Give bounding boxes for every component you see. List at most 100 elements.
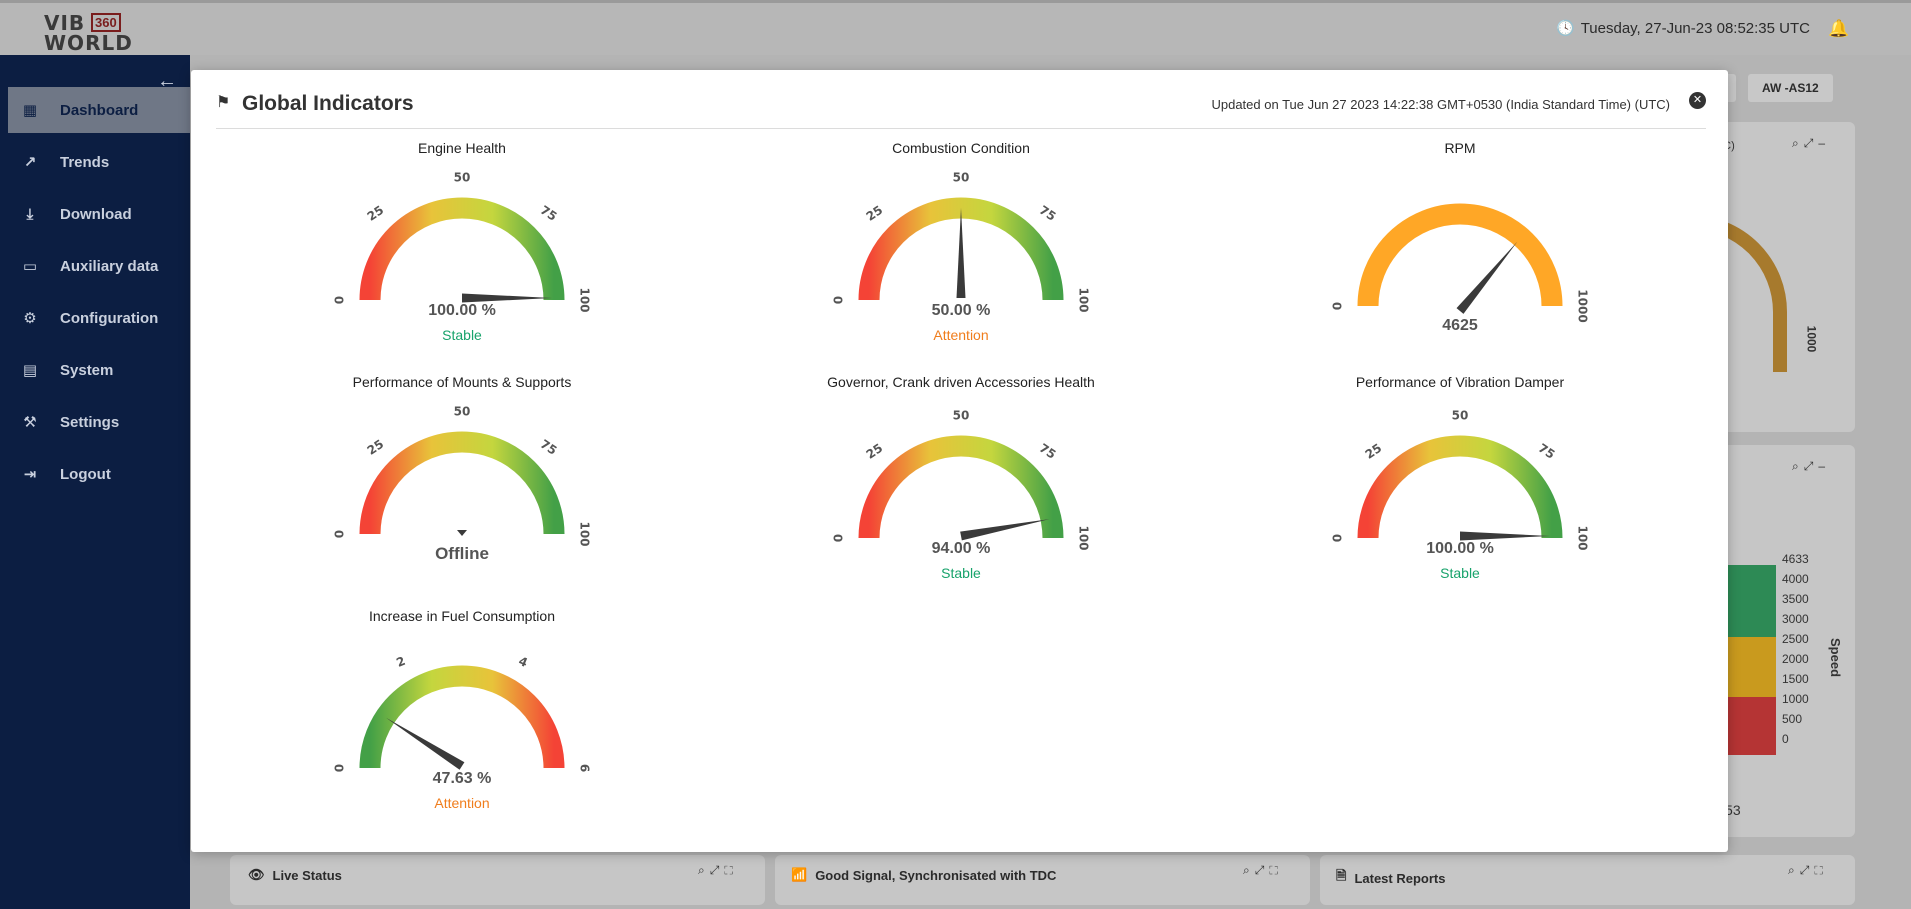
card-tools[interactable]: ⌕⤢⛶	[1243, 863, 1283, 877]
gauge-tick-label: 50	[1452, 409, 1469, 423]
document-icon: 🗎	[1336, 868, 1347, 883]
background-gauge-scale: 1000	[1804, 325, 1819, 353]
speed-axis-label: Speed	[1828, 637, 1844, 678]
sidebar-item-download[interactable]: ⤓ Download	[8, 191, 190, 237]
gauge-tick-label: 25	[365, 437, 387, 458]
sidebar-item-label: Dashboard	[60, 101, 139, 119]
gauge-needle	[457, 530, 467, 536]
sidebar-item-settings[interactable]: ⚒ Settings	[8, 399, 190, 445]
signal-icon: 📶	[791, 867, 808, 882]
gauge-performance-of-vibration-damper: Performance of Vibration Damper 0 25 50 75 10…	[1210, 374, 1710, 604]
sidebar-item-logout[interactable]: ⇥ Logout	[8, 451, 190, 497]
gear-icon: ⚙	[23, 310, 37, 327]
gauge-governor-crank-driven-accessories-health: Governor, Crank driven Accessories Healt…	[711, 374, 1211, 604]
speed-tick-label: 4633	[1782, 552, 1809, 566]
gauge-tick-label: 6	[578, 764, 592, 772]
live-status-title: 👁 Live Status	[248, 867, 342, 883]
gauge-tick-label: 0	[1331, 534, 1345, 542]
gauge-status: Attention	[933, 327, 989, 343]
sidebar-item-label: Download	[60, 205, 132, 223]
modal-title: Global Indicators	[242, 92, 414, 115]
gauge-arc	[858, 435, 1064, 539]
gauge-title: Governor, Crank driven Accessories Healt…	[827, 374, 1095, 390]
updated-timestamp: Updated on Tue Jun 27 2023 14:22:38 GMT+…	[1211, 97, 1670, 112]
system-icon: ▤	[22, 362, 38, 379]
background-card-latest-reports: 🗎 Latest Reports ⌕⤢⛶	[1320, 855, 1855, 905]
tools-icon: ⚒	[23, 414, 37, 431]
gauge-tick-label: 50	[953, 409, 970, 423]
gauge-tick-label: 50	[953, 171, 970, 185]
trends-icon: ↗	[23, 154, 37, 171]
dashboard-icon: ▦	[22, 102, 38, 119]
gauge-needle	[1456, 241, 1518, 314]
gauge-title: Engine Health	[418, 140, 506, 156]
gauge-value: 50.00 %	[931, 302, 991, 319]
gauge-title: Performance of Mounts & Supports	[352, 374, 572, 390]
gauge-tick-label: 75	[538, 437, 560, 458]
gauge-value: 94.00 %	[931, 540, 991, 557]
gauge-tick-label: 100	[578, 521, 592, 546]
logout-icon: ⇥	[23, 466, 37, 483]
gauge-tick-label: 4	[517, 654, 530, 670]
speed-tick-label: 3000	[1782, 612, 1809, 626]
gauge-tick-label: 25	[864, 203, 886, 224]
background-tab[interactable]: AW -AS12	[1748, 74, 1833, 102]
logo-text-bottom: WORLD	[44, 31, 133, 55]
gauge-value: 100.00 %	[1426, 540, 1494, 557]
gauge-tick-label: 1000	[1576, 289, 1590, 322]
clock-icon: 🕓	[1556, 20, 1575, 37]
sidebar-item-label: Configuration	[60, 309, 159, 327]
bell-icon[interactable]: 🔔	[1828, 19, 1850, 38]
background-card-live-status: 👁 Live Status ⌕⤢⛶	[230, 855, 765, 905]
gauge-tick-label: 0	[1331, 302, 1345, 310]
datetime-text: Tuesday, 27-Jun-23 08:52:35 UTC	[1580, 19, 1810, 37]
eye-icon: 👁	[248, 867, 265, 882]
sidebar-item-label: Settings	[60, 413, 120, 431]
gauge-tick-label: 25	[365, 203, 387, 224]
gauge-tick-label: 100	[1576, 525, 1590, 550]
collapse-sidebar-icon[interactable]: ←	[157, 70, 177, 92]
speed-tick-label: 2500	[1782, 632, 1809, 646]
gauge-dial: 0 25 50 75 100	[333, 405, 592, 547]
sidebar-item-configuration[interactable]: ⚙ Configuration	[8, 295, 190, 341]
close-icon[interactable]: ✕	[1689, 92, 1706, 109]
gauge-dial: 0 25 50 75 100	[832, 171, 1091, 313]
sidebar-item-dashboard[interactable]: ▦ Dashboard	[8, 87, 190, 133]
gauge-tick-label: 75	[1536, 441, 1558, 462]
gauge-tick-label: 100	[1077, 525, 1091, 550]
card-tools[interactable]: ⌕⤢⛶	[1788, 863, 1828, 877]
card-tools[interactable]: ⌕⤢⛶	[698, 863, 738, 877]
gauge-title: Increase in Fuel Consumption	[369, 608, 555, 624]
speed-tick-label: 1000	[1782, 692, 1809, 706]
gauge-increase-in-fuel-consumption: Increase in Fuel Consumption 0 2 4 6 47.63 % A…	[212, 608, 712, 838]
top-bar: VIB 360 WORLD 🕓 Tuesday, 27-Jun-23 08:52…	[0, 0, 1911, 55]
sidebar-item-auxiliary-data[interactable]: ▭ Auxiliary data	[8, 243, 190, 289]
gauge-status: Attention	[434, 795, 490, 811]
speed-tick-label: 0	[1782, 732, 1789, 746]
sidebar-item-trends[interactable]: ↗ Trends	[8, 139, 190, 185]
gauge-title: Combustion Condition	[892, 140, 1030, 156]
gauge-tick-label: 100	[578, 287, 592, 312]
gauge-arc	[1357, 203, 1563, 307]
latest-reports-title: 🗎 Latest Reports	[1336, 867, 1445, 889]
gauge-status: Stable	[1440, 565, 1480, 581]
gauge-tick-label: 50	[454, 171, 471, 185]
gauge-rpm: RPM 0 1000 4625	[1210, 140, 1710, 370]
gauge-value: 100.00 %	[428, 302, 496, 319]
gauge-title: Performance of Vibration Damper	[1355, 374, 1565, 390]
signal-status-title: 📶 Good Signal, Synchronisated with TDC	[791, 867, 1057, 883]
gauge-dial: 0 25 50 75 100	[832, 409, 1091, 551]
gauge-tick-label: 25	[864, 441, 886, 462]
speed-tick-label: 2000	[1782, 652, 1809, 666]
speed-tick-label: 3500	[1782, 592, 1809, 606]
gauge-status: Stable	[442, 327, 482, 343]
gauge-value: 4625	[1442, 317, 1478, 334]
gauge-tick-label: 0	[333, 764, 347, 772]
current-datetime: 🕓 Tuesday, 27-Jun-23 08:52:35 UTC	[1556, 19, 1810, 38]
gauge-arc	[359, 665, 565, 769]
gauge-needle	[1460, 531, 1550, 541]
signpost-icon: ⚑	[216, 94, 231, 111]
gauge-value: 47.63 %	[432, 770, 492, 787]
gauge-dial: 0 25 50 75 100	[333, 171, 592, 313]
sidebar-item-system[interactable]: ▤ System	[8, 347, 190, 393]
